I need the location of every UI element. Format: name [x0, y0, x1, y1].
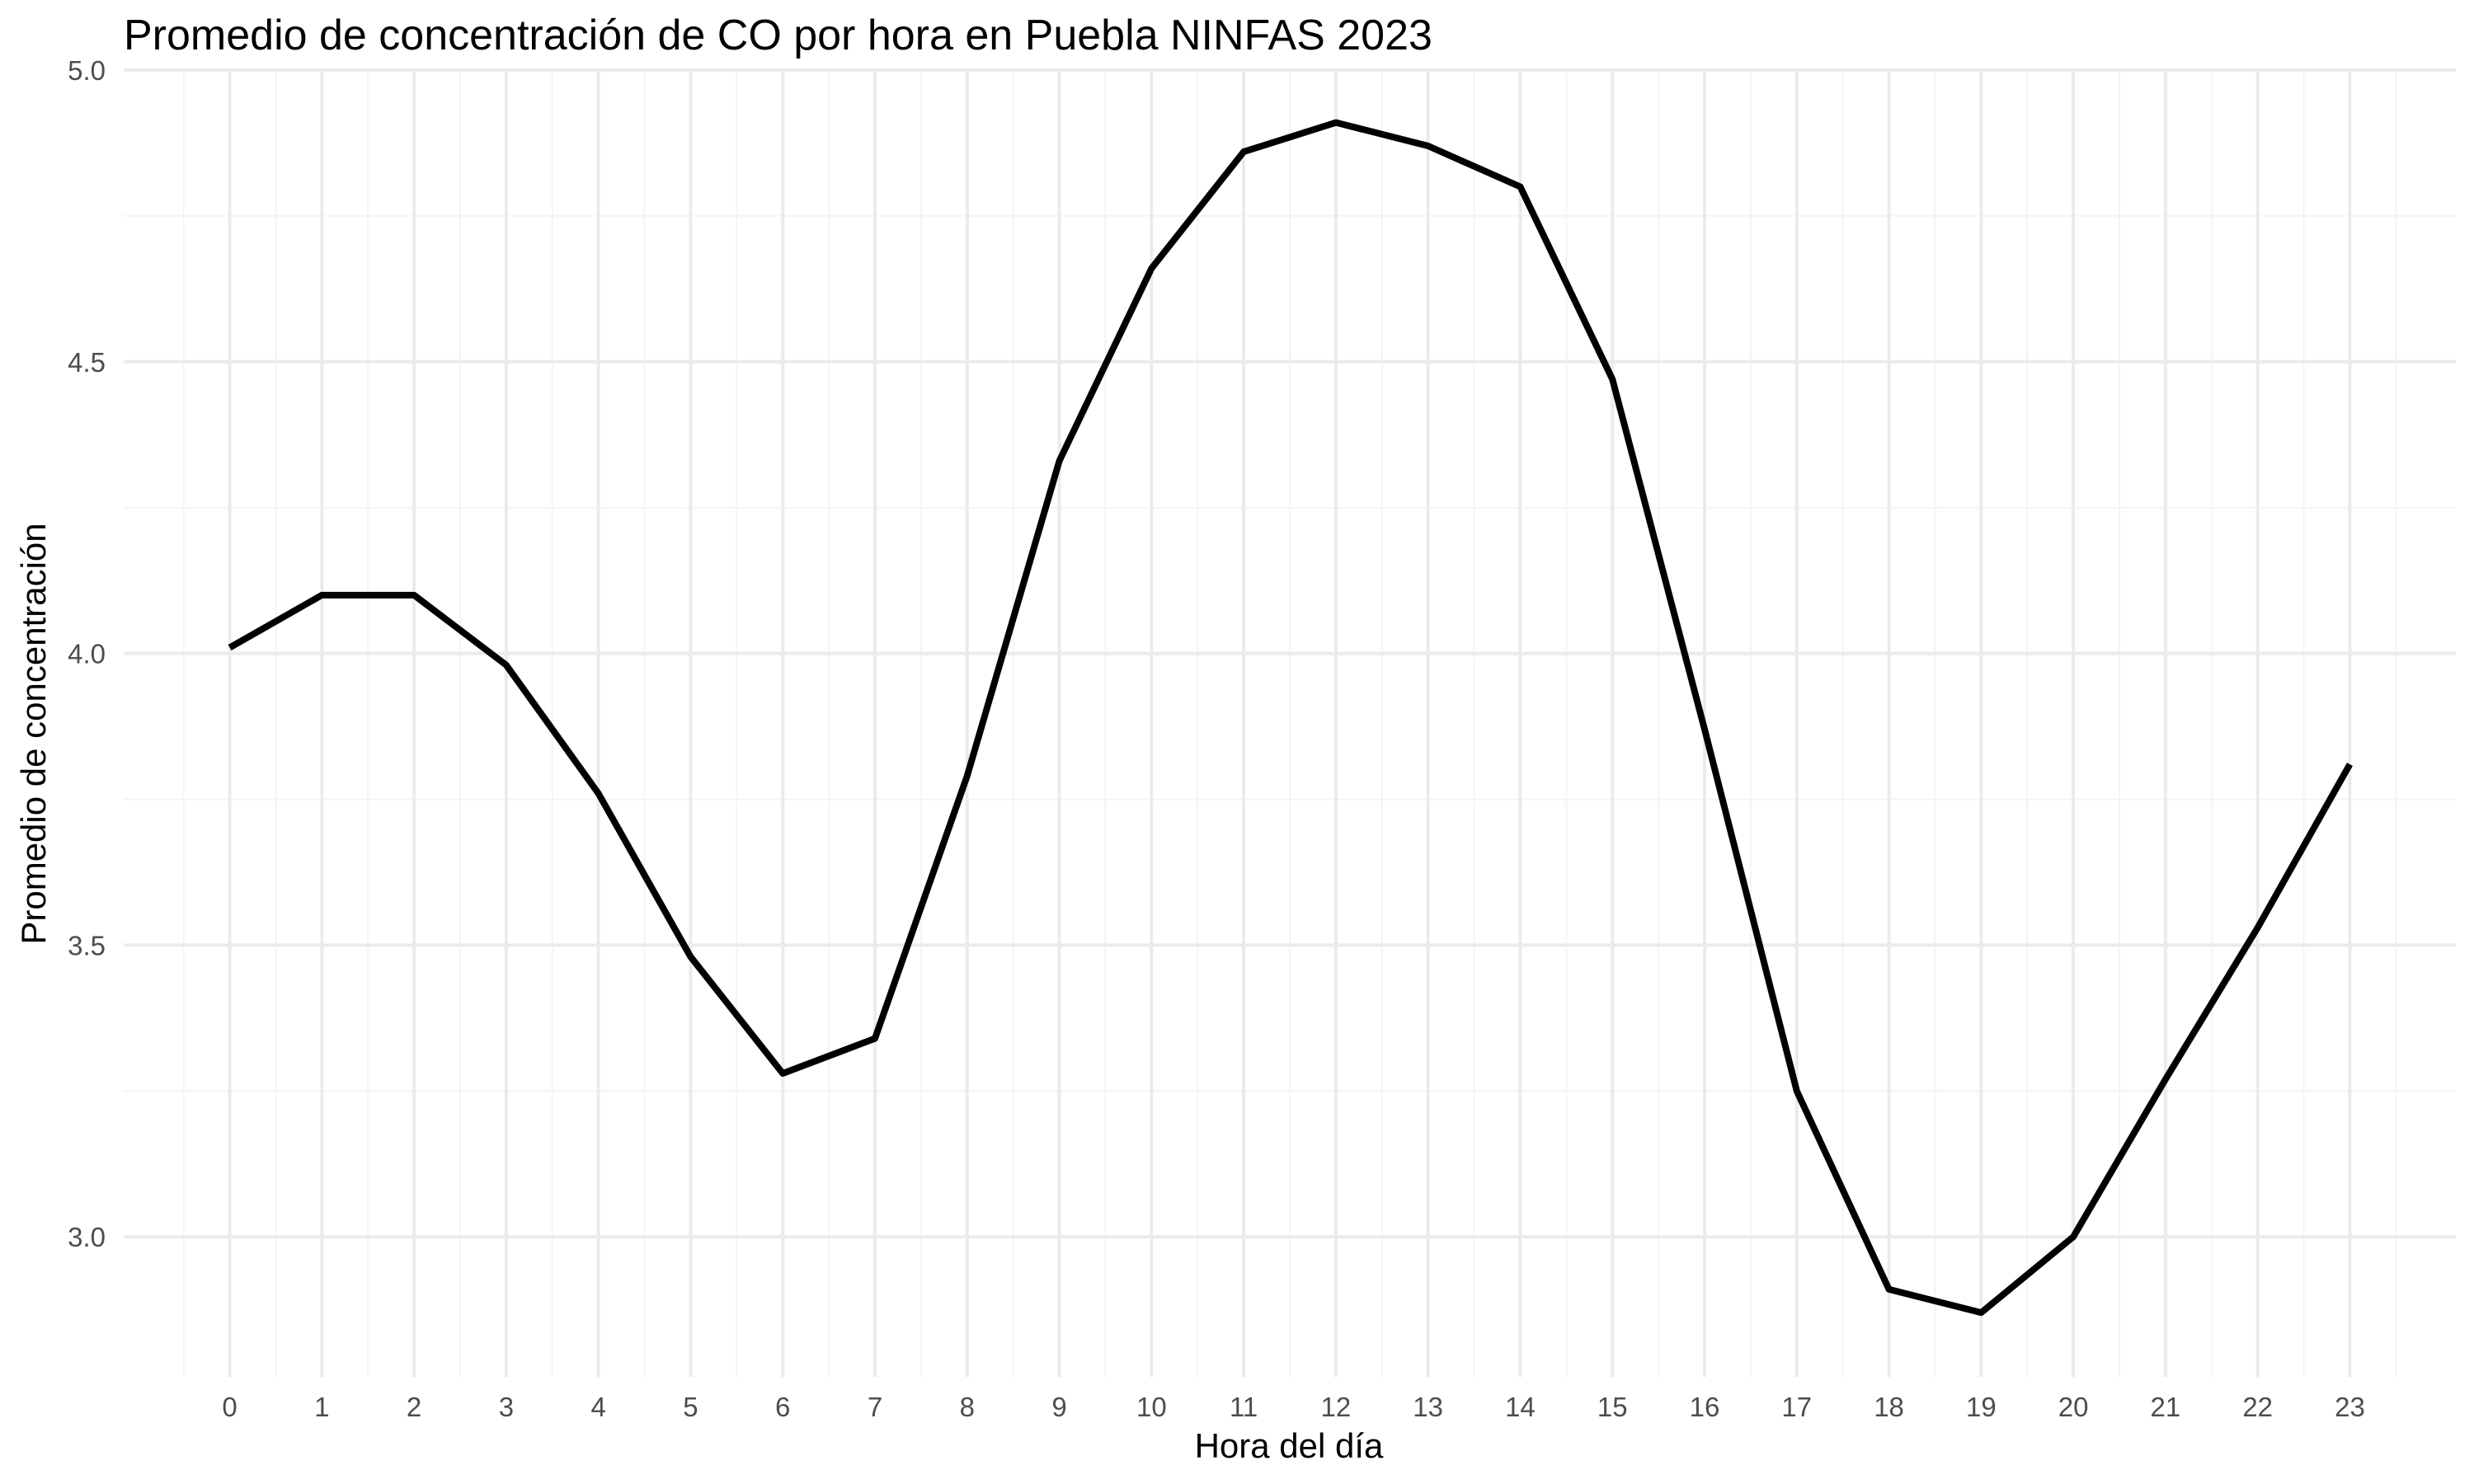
- major-gridlines: [124, 68, 2456, 1377]
- x-tick-label: 19: [1966, 1392, 1997, 1422]
- x-tick-label: 11: [1230, 1392, 1258, 1422]
- x-tick-label: 13: [1413, 1392, 1443, 1422]
- chart-title: Promedio de concentración de CO por hora…: [124, 12, 1432, 59]
- x-tick-label: 8: [960, 1392, 975, 1422]
- x-tick-label: 7: [868, 1392, 882, 1422]
- x-tick-label: 21: [2151, 1392, 2181, 1422]
- x-tick-label: 12: [1321, 1392, 1352, 1422]
- x-tick-label: 10: [1136, 1392, 1167, 1422]
- x-tick-label: 3: [499, 1392, 514, 1422]
- x-tick-label: 20: [2058, 1392, 2089, 1422]
- series-line: [228, 119, 2353, 1317]
- x-tick-label: 2: [407, 1392, 421, 1422]
- x-tick-label: 1: [314, 1392, 329, 1422]
- x-tick-label: 22: [2242, 1392, 2273, 1422]
- x-tick-label: 0: [222, 1392, 237, 1422]
- y-tick-label: 4.5: [68, 347, 106, 378]
- x-tick-label: 18: [1874, 1392, 1904, 1422]
- y-axis-title: Promedio de concentración: [14, 523, 53, 944]
- minor-gridlines: [124, 70, 2456, 1377]
- x-tick-label: 5: [683, 1392, 698, 1422]
- y-tick-label: 3.0: [68, 1222, 106, 1252]
- x-tick-label: 23: [2335, 1392, 2365, 1422]
- y-tick-label: 4.0: [68, 639, 106, 669]
- x-tick-label: 4: [590, 1392, 605, 1422]
- y-axis-ticks: 3.0 3.5 4.0 4.5 5.0: [68, 55, 106, 1252]
- series-layer: [228, 119, 2353, 1317]
- x-tick-label: 17: [1781, 1392, 1812, 1422]
- x-tick-label: 16: [1690, 1392, 1720, 1422]
- x-axis-ticks: 0 1 2 3 4 5 6 7 8 9 10 11 12 13 14 15 16 17 18 19 20 21 22 23: [222, 1392, 2364, 1422]
- y-tick-label: 3.5: [68, 930, 106, 960]
- x-axis-title: Hora del día: [1195, 1426, 1384, 1465]
- x-tick-label: 9: [1051, 1392, 1066, 1422]
- x-tick-label: 14: [1505, 1392, 1536, 1422]
- y-tick-label: 5.0: [68, 55, 106, 86]
- x-tick-label: 15: [1597, 1392, 1628, 1422]
- x-tick-label: 6: [775, 1392, 790, 1422]
